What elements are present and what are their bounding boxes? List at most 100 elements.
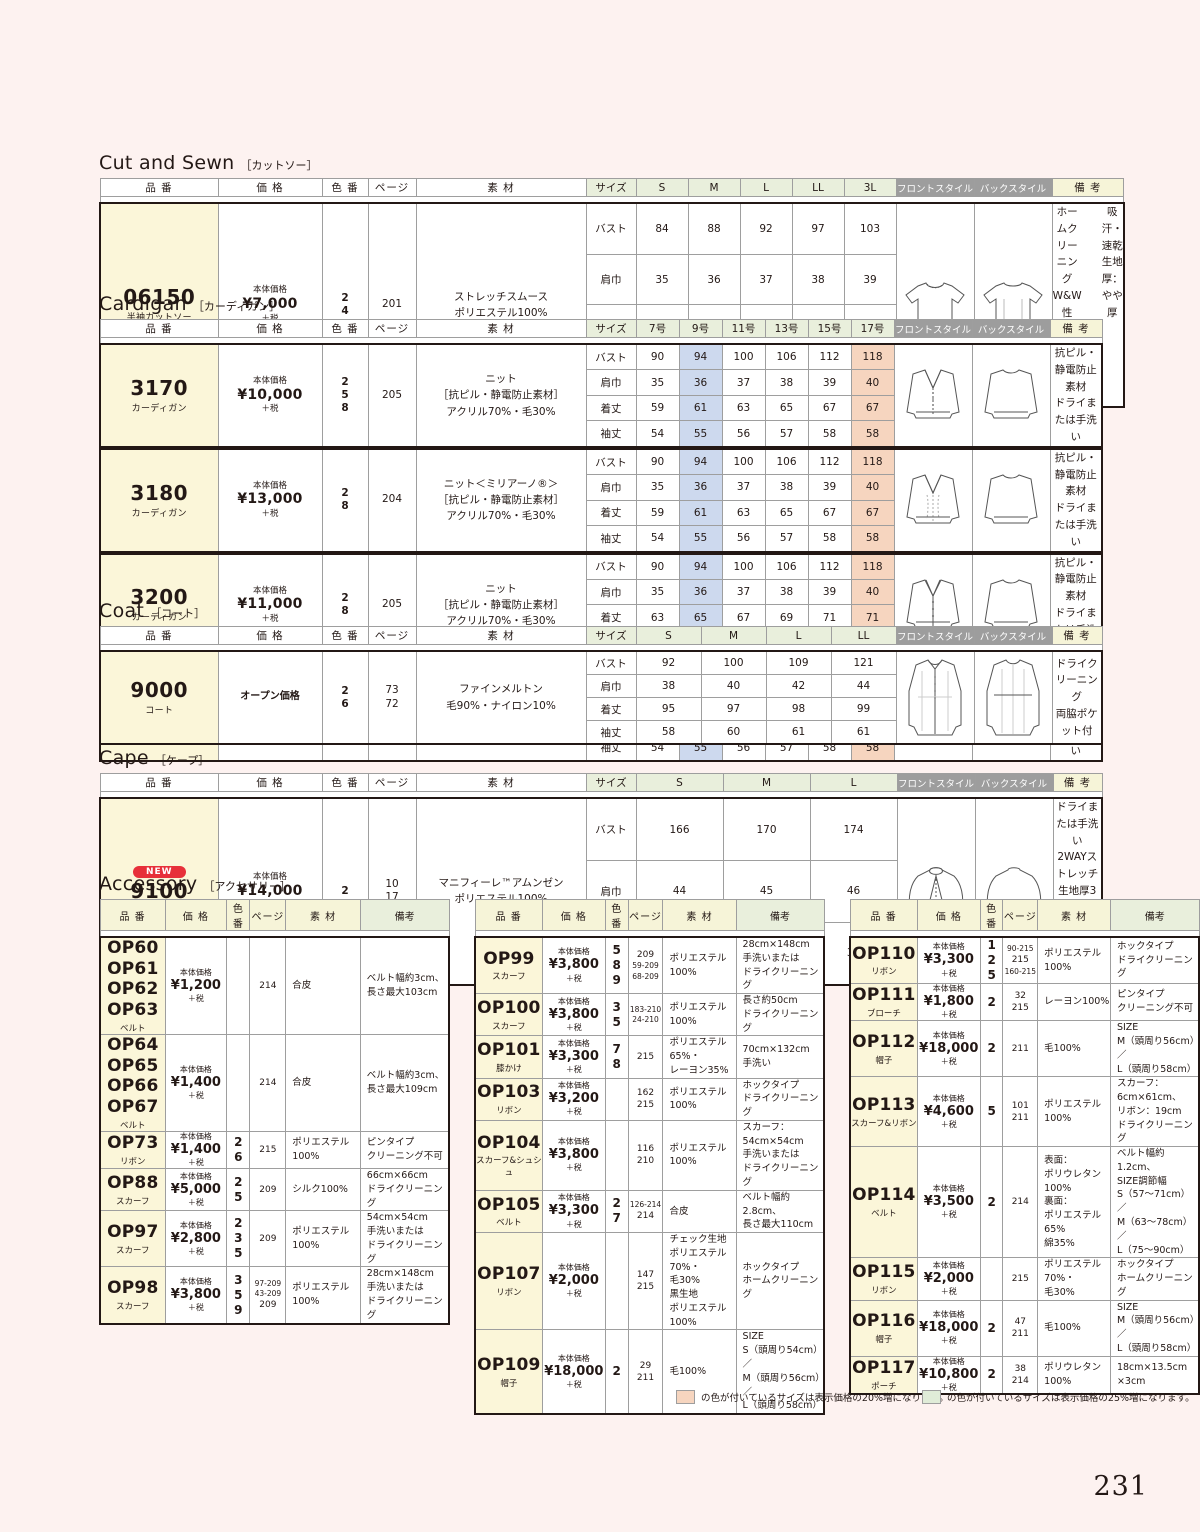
price-amount: ¥1,200 bbox=[170, 977, 221, 993]
dimension-value: 67 bbox=[807, 499, 852, 527]
product-code: OP99 bbox=[483, 948, 535, 969]
accessory-id-cell: OP100 スカーフ bbox=[473, 993, 543, 1037]
page-ref: 215 bbox=[1011, 1273, 1029, 1284]
price-amount: ¥10,800 bbox=[919, 1366, 979, 1382]
price-tax-note: ＋税 bbox=[940, 968, 957, 978]
accessory-title-jp: ［アクセサリー］ bbox=[203, 880, 291, 893]
remark-line: ホームクリーニング bbox=[1116, 1273, 1193, 1298]
page-ref-cell: 116 210 bbox=[627, 1119, 664, 1191]
dimension-label: バスト bbox=[585, 201, 637, 255]
cardigan-heading: Cardigan ［カーディガン］ bbox=[99, 293, 1103, 315]
col-header-size-17号: 17号 bbox=[850, 319, 895, 338]
page-ref: 72 bbox=[385, 697, 399, 710]
page-ref: 116 bbox=[636, 1144, 655, 1155]
product-type-label: 膝かけ bbox=[496, 1063, 522, 1074]
material-cell: ポリウレタン100% bbox=[1037, 1355, 1111, 1395]
color-number-cell bbox=[604, 1077, 629, 1121]
color-number: 2 bbox=[987, 1194, 996, 1209]
material-line: 毛30% bbox=[669, 1275, 701, 1287]
material-cell: ポリエステル65%・ レーヨン35% bbox=[662, 1035, 737, 1079]
dimension-label: 着丈 bbox=[585, 394, 637, 422]
product-code: OP65 bbox=[107, 1055, 159, 1076]
product-code: OP117 bbox=[852, 1357, 916, 1378]
accessory-row: OP110 リボン 本体価格 ¥3,300 ＋税 1 2 5 90-215 215 160-215 ポ… bbox=[848, 936, 1200, 984]
remarks-cell: 54cm×54cm 手洗いまたは ドライクリーニング bbox=[359, 1210, 450, 1268]
color-number: 2 bbox=[987, 994, 996, 1009]
product-type-label: スカーフ bbox=[492, 1021, 526, 1032]
accessory-row: OP103 リボン 本体価格 ¥3,200 ＋税 162 215 ポリエステル100% ホックタ… bbox=[473, 1077, 825, 1121]
accessory-row: OP73 リボン 本体価格 ¥1,400 ＋税 2 6 215 ポリエステル100% ピンタイプク… bbox=[98, 1130, 450, 1170]
price-tax-note: ＋税 bbox=[940, 1382, 957, 1392]
product-code: OP60 bbox=[107, 938, 159, 958]
page-ref: 209 bbox=[259, 1184, 277, 1195]
accessory-id-cell: OP111 ブローチ bbox=[848, 982, 918, 1022]
dimension-value: 174 bbox=[809, 797, 898, 862]
remarks-cell: ドライクリーニング 両脇ポケット付 bbox=[1051, 650, 1103, 745]
product-type-label: スカーフ bbox=[492, 972, 526, 983]
remark-line: L（頭周り58cm） bbox=[742, 1400, 822, 1412]
remark-line: 28cm×148cm bbox=[742, 939, 810, 950]
remark-line: SIZE調節幅 bbox=[1116, 1175, 1167, 1187]
page-ref: 215 bbox=[259, 1144, 277, 1155]
material-line: ポリエステル100% bbox=[1044, 1098, 1102, 1124]
material-line: ポリエステル100% bbox=[669, 1302, 727, 1328]
price-amount: ¥18,000 bbox=[919, 1319, 979, 1335]
dimension-label: 着丈 bbox=[585, 499, 637, 527]
col-header-hinban: 品 番 bbox=[849, 899, 918, 931]
product-code: OP100 bbox=[477, 997, 541, 1018]
dimension-value: 61 bbox=[678, 394, 723, 422]
acc-col-1: 品 番価 格色 番ページ素 材備考 OP60 OP61 OP62 OP63 ベルト 本体価格… bbox=[98, 899, 450, 1326]
remark-line: ドライクリーニング bbox=[742, 966, 819, 992]
dimension-value: 63 bbox=[721, 499, 766, 527]
page-ref-cell: 215 bbox=[249, 1130, 287, 1170]
cardigan-title-jp: ［カーディガン］ bbox=[192, 300, 281, 313]
dimension-value: 58 bbox=[635, 720, 702, 745]
remark-line: 6cm×61cm、 bbox=[1116, 1092, 1182, 1104]
material-cell: 毛100% bbox=[662, 1329, 737, 1415]
page-ref-cell: 29 211 bbox=[627, 1329, 664, 1415]
product-type-label: リボン bbox=[871, 967, 897, 978]
product-type-label: 半袖カットソー bbox=[126, 313, 192, 324]
price-label: 本体価格 bbox=[557, 1353, 590, 1363]
remarks-cell: ベルト幅約2.8cm、 長さ最大110cm bbox=[735, 1189, 825, 1234]
product-code: OP66 bbox=[107, 1076, 159, 1097]
page-ref-cell: 97-209 43-209 209 bbox=[249, 1266, 287, 1325]
price-cell: 本体価格 ¥2,000 ＋税 bbox=[916, 1257, 981, 1301]
col-header-back-style: バックスタイル bbox=[974, 773, 1054, 792]
remarks-cell: 18cm×13.5cm ×3cm bbox=[1109, 1355, 1200, 1395]
coat-heading: Coat ［コート］ bbox=[99, 600, 1103, 622]
dimension-value: 39 bbox=[807, 369, 852, 396]
col-header-bikou: 備 考 bbox=[1052, 773, 1103, 792]
page-ref: 183-210 bbox=[629, 1004, 662, 1014]
col-header-hinban: 品 番 bbox=[99, 178, 219, 197]
material-line: 合皮 bbox=[292, 1077, 312, 1089]
color-number: 2 bbox=[341, 684, 349, 697]
product-type-label: リボン bbox=[871, 1285, 897, 1296]
page-ref: 10 bbox=[385, 877, 399, 890]
remarks-cell: 70cm×132cm 手洗い bbox=[735, 1035, 825, 1079]
dimension-value: 35 bbox=[635, 474, 680, 501]
page-ref: 32 bbox=[1014, 990, 1027, 1001]
material-cell: ポリエステル100% bbox=[662, 1119, 737, 1191]
color-number: 5 bbox=[234, 1189, 243, 1204]
cut-and-sewn-heading: Cut and Sewn ［カットソー］ bbox=[99, 152, 1125, 174]
remarks-cell: ピンタイプ クリーニング不可 bbox=[1109, 982, 1200, 1022]
dimension-value: 90 bbox=[635, 552, 680, 581]
page-ref: 43-209 bbox=[254, 1288, 282, 1298]
price-label: 本体価格 bbox=[557, 996, 590, 1006]
dimension-label: バスト bbox=[585, 447, 637, 476]
page-ref-cell: 32 215 bbox=[1002, 982, 1039, 1022]
color-number-cell bbox=[604, 1232, 629, 1331]
price-amount: ¥2,800 bbox=[170, 1230, 221, 1246]
page-ref-cell: 214 bbox=[249, 935, 287, 1035]
col-header-bikou: 備 考 bbox=[1049, 319, 1103, 338]
product-code: OP114 bbox=[852, 1185, 916, 1206]
page-ref: 211 bbox=[1011, 1329, 1029, 1340]
col-header-hinban: 品 番 bbox=[99, 319, 219, 338]
price-tax-note: ＋税 bbox=[940, 1010, 957, 1020]
page-ref-cell: 47 211 bbox=[1002, 1299, 1039, 1357]
accessory-row: OP100 スカーフ 本体価格 ¥3,800 ＋税 3 5 183-210 24-210 ポリエス… bbox=[473, 993, 825, 1037]
coat-title-en: Coat bbox=[99, 600, 145, 622]
color-number-cell bbox=[604, 1119, 629, 1191]
